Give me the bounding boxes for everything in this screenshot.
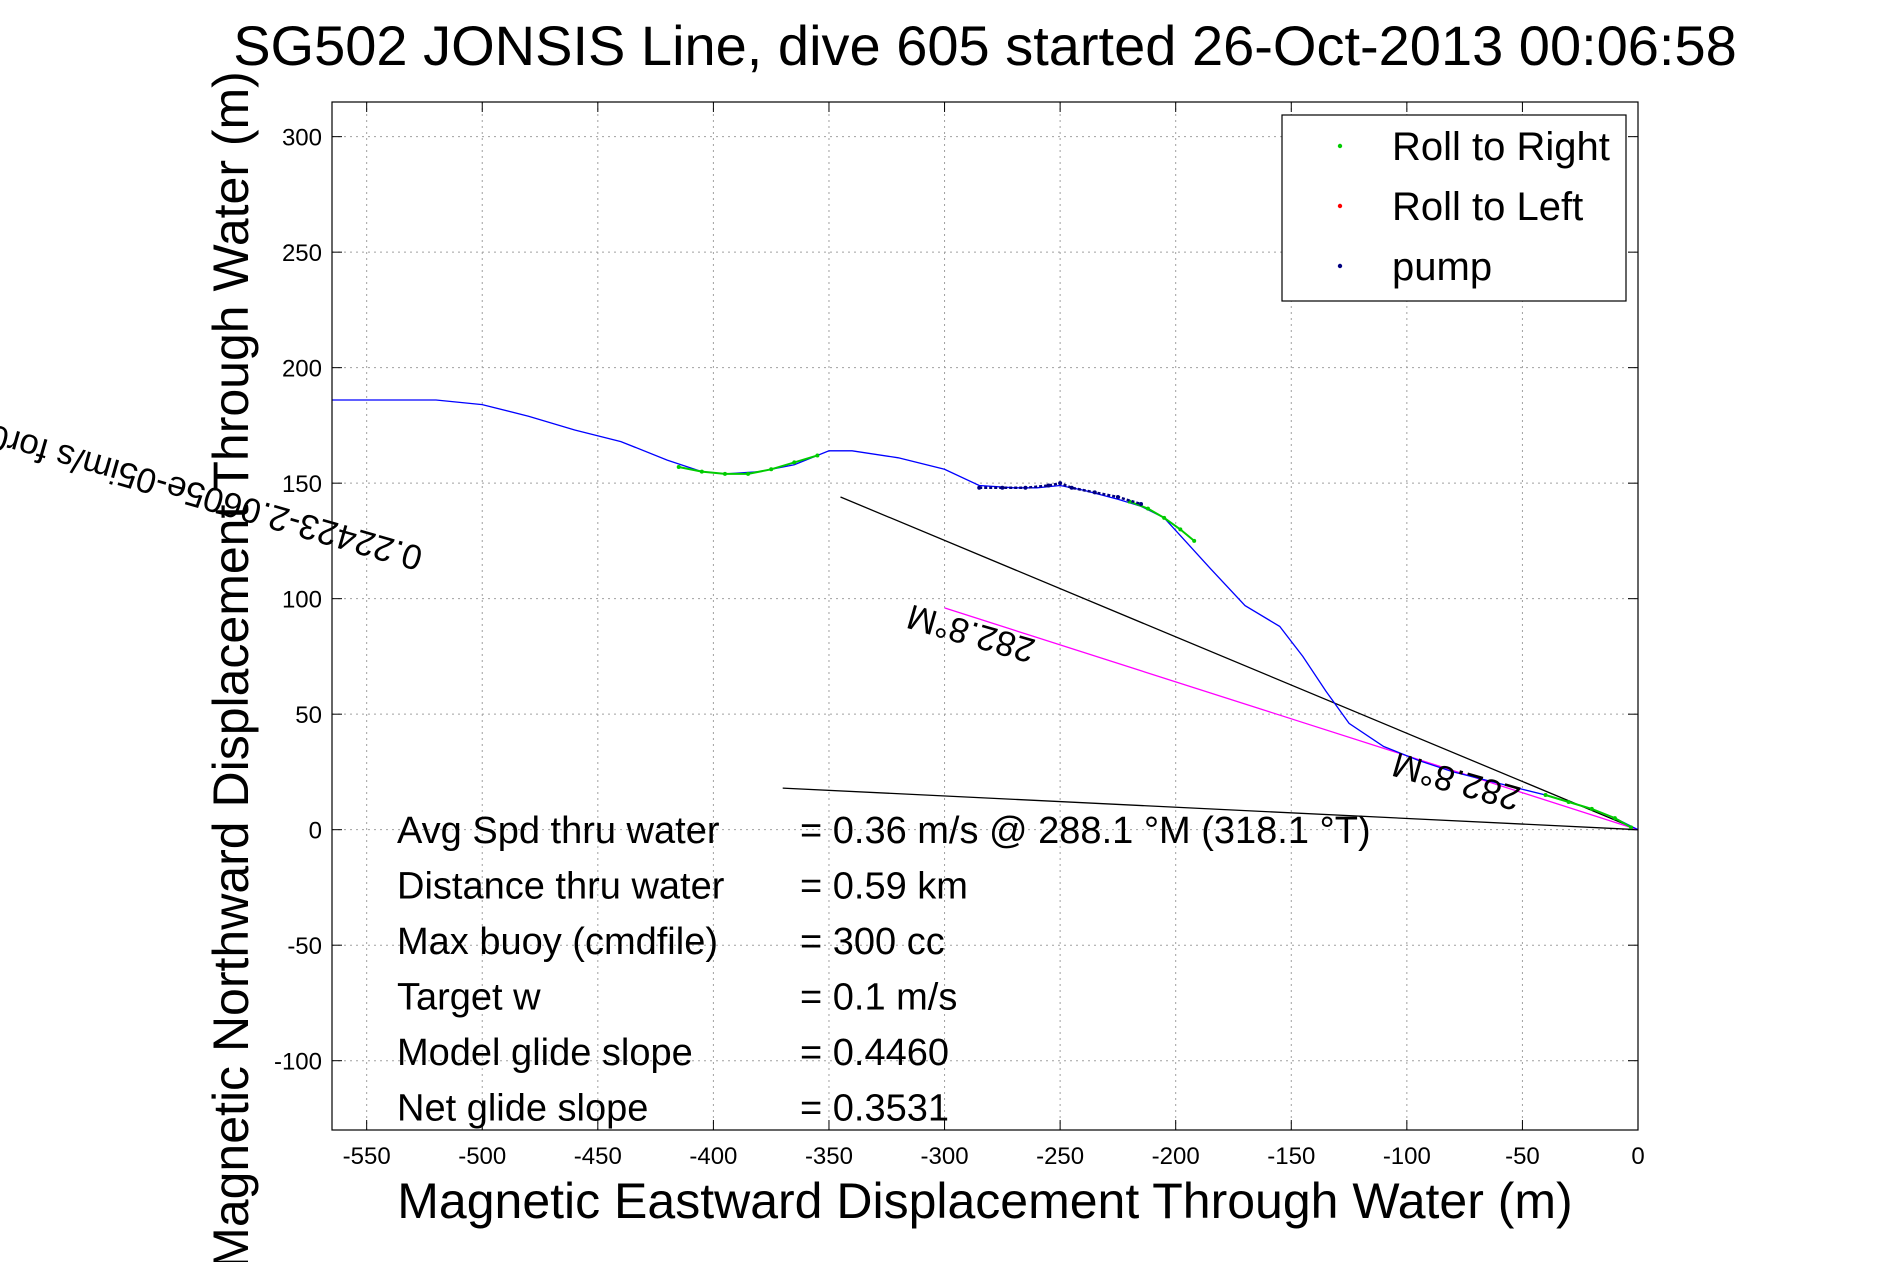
annotation-label: Avg Spd thru water <box>397 810 720 852</box>
roll-right-point <box>1192 538 1197 543</box>
x-tick-label: -300 <box>921 1143 969 1170</box>
x-tick-label: -200 <box>1152 1143 1200 1170</box>
roll-right-point <box>1589 806 1594 811</box>
legend-marker <box>1337 263 1343 269</box>
plot-frame <box>331 101 1639 1131</box>
reference-line <box>782 787 1639 831</box>
annotation-label: Target w <box>397 977 541 1019</box>
pump-point <box>1139 501 1144 506</box>
y-tick-label: 100 <box>282 587 322 614</box>
annotation-label: Max buoy (cmdfile) <box>397 921 718 963</box>
annotation-value: = 0.36 m/s @ 288.1 °M (318.1 °T) <box>800 810 1371 852</box>
reference-line <box>840 496 1639 831</box>
legend-entry: Roll to Right <box>1392 125 1610 169</box>
roll-right-point <box>792 460 797 465</box>
roll-right-segment <box>1545 794 1632 829</box>
legend-marker <box>1337 203 1343 209</box>
legend-marker <box>1337 143 1343 149</box>
y-tick-label: 200 <box>282 356 322 383</box>
roll-right-segment <box>1129 500 1195 542</box>
x-tick-label: -500 <box>458 1143 506 1170</box>
annotation-value: = 0.1 m/s <box>800 977 957 1019</box>
x-tick-label: -550 <box>343 1143 391 1170</box>
reference-line <box>944 607 1639 831</box>
x-tick-label: 0 <box>1631 1143 1644 1170</box>
pump-point <box>977 485 982 490</box>
roll-right-point <box>676 464 681 469</box>
legend-entry: Roll to Left <box>1392 185 1583 229</box>
roll-right-point <box>1145 506 1150 511</box>
y-tick-label: 300 <box>282 125 322 152</box>
x-tick-label: -50 <box>1505 1143 1540 1170</box>
pump-point <box>1115 495 1120 500</box>
x-axis-label: Magnetic Eastward Displacement Through W… <box>397 1173 1572 1229</box>
legend-entry: pump <box>1392 245 1492 289</box>
roll-right-point <box>1612 816 1617 821</box>
y-tick-label: 50 <box>295 702 322 729</box>
annotation-value: = 0.3531 <box>800 1088 949 1130</box>
pump-point <box>1058 481 1063 486</box>
roll-right-point <box>1629 825 1634 830</box>
x-tick-label: -450 <box>574 1143 622 1170</box>
y-axis-label: Magnetic Northward Displacement Through … <box>203 71 259 1262</box>
x-tick-label: -250 <box>1036 1143 1084 1170</box>
roll-right-point <box>769 467 774 472</box>
pump-point <box>1046 483 1051 488</box>
track-line <box>332 399 1639 831</box>
roll-right-point <box>722 471 727 476</box>
x-tick-label: -150 <box>1267 1143 1315 1170</box>
roll-right-point <box>815 453 820 458</box>
annotation-value: = 0.4460 <box>800 1032 949 1074</box>
y-tick-label: 0 <box>309 818 322 845</box>
annotation-label: Model glide slope <box>397 1032 693 1074</box>
y-tick-label: 150 <box>282 471 322 498</box>
x-tick-label: -350 <box>805 1143 853 1170</box>
roll-right-point <box>699 469 704 474</box>
x-tick-label: -100 <box>1383 1143 1431 1170</box>
pump-point <box>1000 485 1005 490</box>
roll-right-point <box>1543 793 1548 798</box>
roll-right-point <box>1162 515 1167 520</box>
annotation-label: Net glide slope <box>397 1088 648 1130</box>
rotated-label: 282.8°M <box>903 597 1039 671</box>
rotated-label: 282.8°M <box>1388 744 1524 818</box>
y-tick-label: -100 <box>274 1049 322 1076</box>
annotation-label: Distance thru water <box>397 866 725 908</box>
pump-point <box>1092 490 1097 495</box>
annotation-value: = 0.59 km <box>800 866 968 908</box>
annotation-value: = 300 cc <box>800 921 945 963</box>
y-tick-label: -50 <box>287 933 322 960</box>
y-tick-label: 250 <box>282 240 322 267</box>
x-tick-label: -400 <box>689 1143 737 1170</box>
roll-right-segment <box>678 454 818 475</box>
roll-right-point <box>746 471 751 476</box>
roll-right-point <box>1566 799 1571 804</box>
pump-point <box>1069 485 1074 490</box>
chart-title: SG502 JONSIS Line, dive 605 started 26-O… <box>233 14 1737 77</box>
pump-point <box>1023 485 1028 490</box>
roll-right-point <box>1178 527 1183 532</box>
